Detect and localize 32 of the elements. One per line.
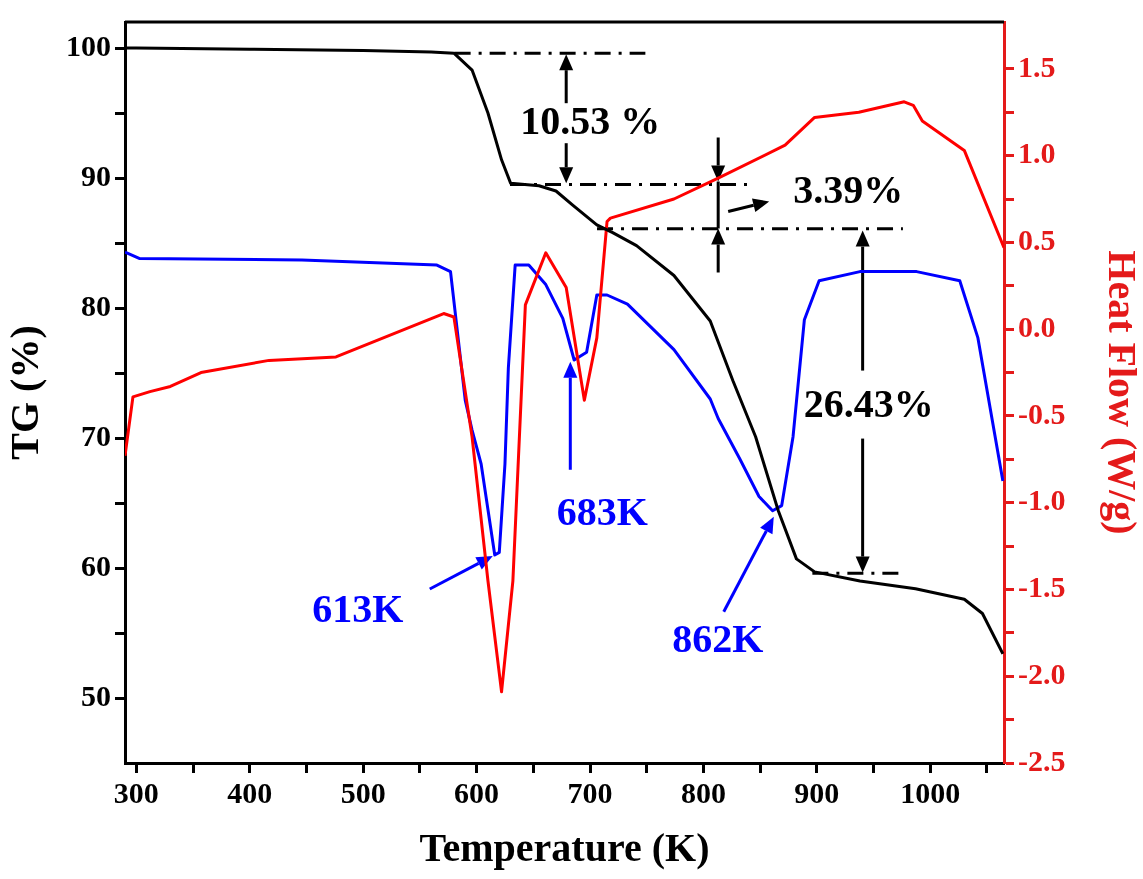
annotation: 3.39%	[793, 166, 904, 212]
x-tick-label: 800	[680, 775, 726, 809]
y-tick-label: 80	[81, 288, 111, 322]
y2-tick-label: -0.5	[1018, 396, 1066, 430]
annotation: 862K	[672, 616, 764, 662]
y-tick-label: 50	[81, 678, 111, 712]
y-tick-label: 60	[81, 548, 111, 582]
annotation: 10.53 %	[520, 97, 661, 143]
x-tick-label: 500	[340, 775, 386, 809]
x-tick-label: 700	[567, 775, 613, 809]
x-tick-label: 400	[227, 775, 273, 809]
y2-axis-title: Heat Flow (W/g)	[1099, 250, 1143, 535]
y2-tick-label: 0.0	[1018, 309, 1056, 343]
y2-tick-label: 1.5	[1018, 49, 1056, 83]
y-tick-label: 90	[81, 158, 111, 192]
y2-tick-label: -2.0	[1018, 656, 1066, 690]
annotation: 613K	[312, 586, 404, 632]
y-tick-label: 70	[81, 418, 111, 452]
x-axis-title: Temperature (K)	[419, 825, 710, 871]
x-tick-label: 300	[113, 775, 159, 809]
y2-tick-label: -1.0	[1018, 483, 1066, 517]
x-tick-label: 600	[454, 775, 500, 809]
y2-tick-label: -1.5	[1018, 570, 1066, 604]
y2-tick-label: 0.5	[1018, 223, 1056, 257]
annotation: 683K	[556, 489, 648, 535]
y2-tick-label: -2.5	[1018, 743, 1066, 777]
y-tick-label: 100	[66, 28, 111, 62]
x-tick-label: 900	[794, 775, 840, 809]
y2-tick-label: 1.0	[1018, 136, 1056, 170]
annotation: 26.43%	[803, 380, 934, 426]
y-axis-title: TG (%)	[2, 325, 48, 460]
x-tick-label: 1000	[900, 775, 961, 809]
